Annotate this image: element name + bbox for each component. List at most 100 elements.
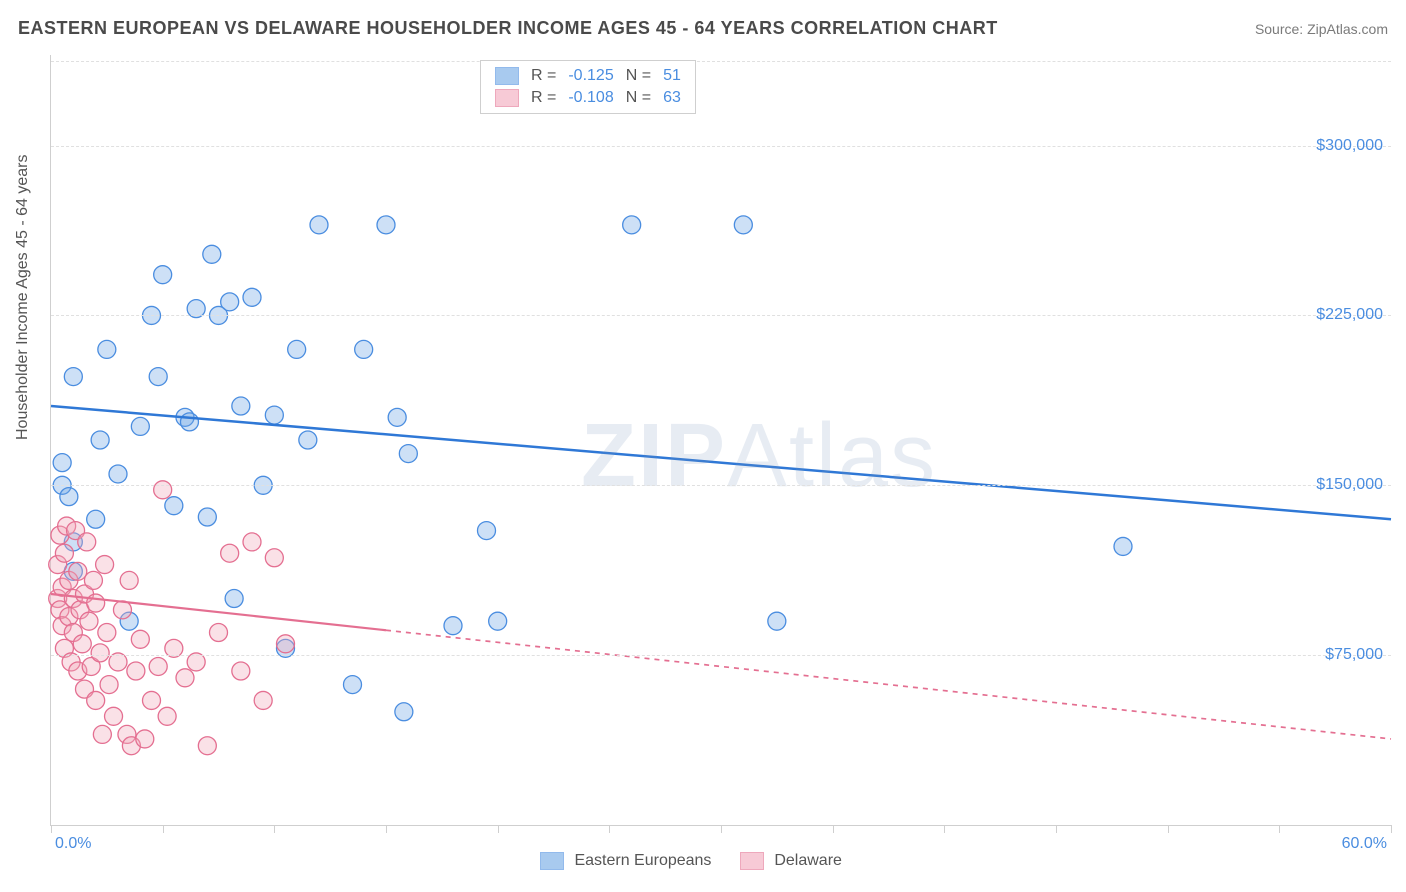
x-axis-tick bbox=[386, 825, 387, 833]
y-axis-tick-label: $75,000 bbox=[1325, 646, 1383, 664]
data-point bbox=[78, 533, 96, 551]
data-point bbox=[149, 368, 167, 386]
data-point bbox=[87, 691, 105, 709]
data-point bbox=[254, 691, 272, 709]
x-axis-max-label: 60.0% bbox=[1342, 835, 1387, 853]
data-point bbox=[131, 630, 149, 648]
data-point bbox=[388, 408, 406, 426]
x-axis-tick bbox=[1391, 825, 1392, 833]
data-point bbox=[100, 676, 118, 694]
data-point bbox=[221, 293, 239, 311]
series-legend: Eastern Europeans Delaware bbox=[540, 852, 842, 870]
legend-swatch-1 bbox=[495, 89, 519, 107]
gridline bbox=[51, 146, 1391, 147]
data-point bbox=[623, 216, 641, 234]
bottom-swatch-1 bbox=[740, 852, 764, 870]
data-point bbox=[478, 522, 496, 540]
data-point bbox=[69, 562, 87, 580]
r-value-1: -0.108 bbox=[562, 87, 619, 109]
x-axis-tick bbox=[944, 825, 945, 833]
data-point bbox=[91, 431, 109, 449]
n-label-0: N = bbox=[620, 65, 657, 87]
r-value-0: -0.125 bbox=[562, 65, 619, 87]
gridline bbox=[51, 655, 1391, 656]
chart-svg bbox=[51, 55, 1391, 825]
data-point bbox=[136, 730, 154, 748]
x-axis-tick bbox=[609, 825, 610, 833]
data-point bbox=[180, 413, 198, 431]
data-point bbox=[210, 624, 228, 642]
n-value-0: 51 bbox=[657, 65, 687, 87]
data-point bbox=[165, 497, 183, 515]
data-point bbox=[198, 737, 216, 755]
x-axis-tick bbox=[1056, 825, 1057, 833]
data-point bbox=[80, 612, 98, 630]
data-point bbox=[105, 707, 123, 725]
correlation-row-1: R = -0.108 N = 63 bbox=[489, 87, 687, 109]
data-point bbox=[98, 340, 116, 358]
data-point bbox=[98, 624, 116, 642]
data-point bbox=[265, 549, 283, 567]
gridline bbox=[51, 61, 1391, 62]
data-point bbox=[444, 617, 462, 635]
data-point bbox=[127, 662, 145, 680]
r-label-0: R = bbox=[525, 65, 562, 87]
data-point bbox=[344, 676, 362, 694]
x-axis-tick bbox=[163, 825, 164, 833]
x-axis-min-label: 0.0% bbox=[55, 835, 91, 853]
data-point bbox=[1114, 537, 1132, 555]
data-point bbox=[232, 397, 250, 415]
x-axis-tick bbox=[274, 825, 275, 833]
correlation-legend: R = -0.125 N = 51 R = -0.108 N = 63 bbox=[480, 60, 696, 114]
data-point bbox=[109, 465, 127, 483]
data-point bbox=[149, 657, 167, 675]
data-point bbox=[176, 669, 194, 687]
correlation-legend-table: R = -0.125 N = 51 R = -0.108 N = 63 bbox=[489, 65, 687, 109]
chart-header: EASTERN EUROPEAN VS DELAWARE HOUSEHOLDER… bbox=[18, 18, 1388, 39]
data-point bbox=[91, 644, 109, 662]
correlation-row-0: R = -0.125 N = 51 bbox=[489, 65, 687, 87]
data-point bbox=[113, 601, 131, 619]
y-axis-tick-label: $225,000 bbox=[1316, 306, 1383, 324]
data-point bbox=[84, 571, 102, 589]
x-axis-tick bbox=[1279, 825, 1280, 833]
r-label-1: R = bbox=[525, 87, 562, 109]
bottom-swatch-0 bbox=[540, 852, 564, 870]
x-axis-tick bbox=[498, 825, 499, 833]
data-point bbox=[377, 216, 395, 234]
data-point bbox=[53, 454, 71, 472]
data-point bbox=[73, 635, 91, 653]
y-axis-tick-label: $150,000 bbox=[1316, 476, 1383, 494]
data-point bbox=[87, 594, 105, 612]
data-point bbox=[55, 544, 73, 562]
data-point bbox=[265, 406, 283, 424]
legend-swatch-0 bbox=[495, 67, 519, 85]
data-point bbox=[60, 488, 78, 506]
n-label-1: N = bbox=[620, 87, 657, 109]
chart-source: Source: ZipAtlas.com bbox=[1255, 21, 1388, 37]
data-point bbox=[203, 245, 221, 263]
data-point bbox=[243, 288, 261, 306]
data-point bbox=[154, 481, 172, 499]
data-point bbox=[243, 533, 261, 551]
data-point bbox=[768, 612, 786, 630]
data-point bbox=[225, 590, 243, 608]
y-axis-title: Householder Income Ages 45 - 64 years bbox=[14, 155, 32, 441]
gridline bbox=[51, 315, 1391, 316]
data-point bbox=[143, 691, 161, 709]
data-point bbox=[734, 216, 752, 234]
data-point bbox=[221, 544, 239, 562]
data-point bbox=[198, 508, 216, 526]
data-point bbox=[489, 612, 507, 630]
x-axis-tick bbox=[721, 825, 722, 833]
gridline bbox=[51, 485, 1391, 486]
data-point bbox=[399, 445, 417, 463]
data-point bbox=[96, 556, 114, 574]
series-name-1: Delaware bbox=[774, 852, 842, 869]
data-point bbox=[93, 725, 111, 743]
n-value-1: 63 bbox=[657, 87, 687, 109]
chart-title: EASTERN EUROPEAN VS DELAWARE HOUSEHOLDER… bbox=[18, 18, 998, 39]
data-point bbox=[232, 662, 250, 680]
data-point bbox=[299, 431, 317, 449]
data-point bbox=[87, 510, 105, 528]
